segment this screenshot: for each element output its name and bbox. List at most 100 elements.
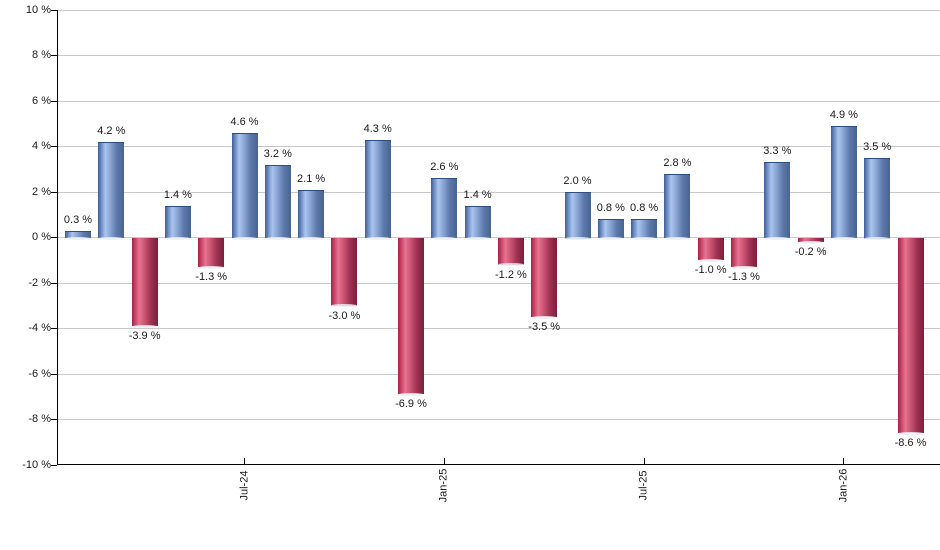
bar-end-cap [731, 265, 757, 269]
bar-value-label: 2.0 % [563, 175, 592, 187]
bar-end-cap [65, 236, 91, 240]
bar-value-label: 2.1 % [297, 172, 326, 185]
y-axis-tick [51, 419, 57, 420]
y-axis-tick [51, 237, 57, 238]
bar[interactable] [364, 139, 391, 240]
bar-value-label: 2.6 % [430, 161, 459, 174]
bar-value-label: 1.4 % [463, 188, 492, 201]
x-axis-tick-label: Jan-26 [837, 468, 850, 503]
y-axis-tick [51, 9, 57, 11]
y-axis-label: 10 % [25, 3, 51, 16]
bar-end-cap [431, 236, 458, 240]
bar-end-cap [331, 304, 358, 308]
bar-value-label: -1.0 % [694, 264, 727, 277]
bar-end-cap [264, 236, 291, 240]
bar-value-label: -3.9 % [128, 330, 161, 343]
bar-end-cap [697, 258, 724, 262]
bar[interactable] [98, 141, 125, 240]
gridline [58, 55, 940, 56]
bar-end-cap [897, 431, 924, 435]
bar[interactable] [231, 132, 258, 240]
gridline [58, 191, 940, 193]
bar-value-label: 3.3 % [763, 145, 792, 158]
y-axis-tick [51, 100, 57, 102]
bar-value-label: 4.3 % [363, 122, 392, 135]
y-axis-tick [51, 373, 57, 375]
y-axis-tick [51, 328, 57, 329]
bar[interactable] [731, 237, 757, 269]
bar-value-label: -1.2 % [494, 268, 527, 281]
bar-value-label: 2.8 % [663, 156, 692, 169]
gridline [58, 146, 940, 147]
bar[interactable] [164, 205, 191, 240]
bar-value-label: -3.5 % [528, 321, 561, 334]
bar-end-cap [464, 236, 491, 240]
bar-value-label: -0.2 % [794, 246, 827, 259]
gridline [58, 373, 940, 375]
bar-value-label: 1.4 % [163, 188, 192, 201]
bar[interactable] [398, 237, 424, 396]
bar-end-cap [864, 237, 891, 240]
bar-end-cap [198, 265, 225, 269]
bar[interactable] [298, 189, 325, 240]
bar-value-label: -1.3 % [195, 271, 228, 284]
bar-end-cap [164, 236, 191, 240]
bar-end-cap [830, 236, 857, 240]
x-axis-tick-label: Jan-25 [437, 468, 450, 503]
bar[interactable] [664, 173, 691, 240]
bar[interactable] [697, 237, 724, 262]
bar-value-label: -3.0 % [328, 309, 361, 322]
gridline [58, 282, 940, 284]
bar-value-label: 0.8 % [596, 202, 625, 215]
bar[interactable] [131, 237, 158, 328]
bar-end-cap [631, 236, 658, 240]
y-axis-tick [51, 191, 57, 193]
bar-value-label: 0.3 % [63, 213, 93, 226]
x-axis-tick [643, 458, 645, 465]
bar[interactable] [65, 230, 91, 240]
bar-end-cap [764, 236, 791, 240]
y-axis-tick [51, 282, 57, 284]
bar-end-cap [597, 236, 624, 240]
bar-end-cap [531, 315, 558, 319]
bar[interactable] [198, 237, 225, 269]
bar-value-label: -1.3 % [728, 271, 760, 284]
bar-end-cap [564, 237, 591, 240]
bar[interactable] [264, 164, 291, 240]
bar[interactable] [431, 178, 458, 240]
y-axis-label: -10 % [22, 458, 51, 471]
bar-value-label: 4.6 % [230, 115, 259, 128]
y-axis-label: -6 % [28, 367, 51, 380]
bar[interactable] [331, 237, 358, 308]
bar[interactable] [864, 157, 891, 240]
bar-end-cap [398, 392, 424, 396]
bar-end-cap [298, 236, 325, 240]
bar[interactable] [830, 126, 857, 240]
bar[interactable] [531, 237, 558, 319]
x-axis-tick-label: Jul-24 [238, 470, 250, 501]
bar[interactable] [797, 237, 824, 244]
bar-end-cap [231, 236, 258, 240]
y-axis-line [56, 10, 58, 465]
y-axis-label: 8 % [32, 49, 51, 61]
gridline [58, 419, 940, 420]
bar-end-cap [497, 263, 524, 267]
bar[interactable] [497, 237, 524, 267]
gridline [58, 328, 940, 329]
bar[interactable] [631, 219, 658, 240]
y-axis-tick [51, 464, 57, 466]
bar[interactable] [564, 192, 591, 240]
y-axis-label: -2 % [28, 276, 51, 289]
bar[interactable] [897, 237, 924, 435]
bar[interactable] [597, 219, 624, 240]
x-axis-tick [443, 458, 445, 465]
bar[interactable] [464, 205, 491, 240]
bar-end-cap [664, 236, 691, 240]
y-axis-tick [51, 146, 57, 147]
bar-value-label: 4.2 % [97, 124, 126, 137]
y-axis-label: -4 % [28, 322, 51, 334]
bar-value-label: -6.9 % [395, 398, 427, 411]
y-axis-label: 2 % [32, 185, 51, 198]
bar[interactable] [764, 162, 791, 240]
